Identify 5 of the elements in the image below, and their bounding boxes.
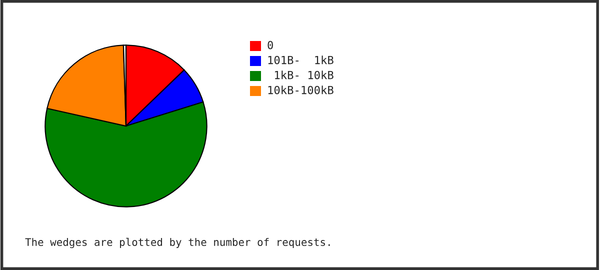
legend-label: 10kB-100kB: [268, 86, 334, 94]
legend-label: 101B- 1kB: [268, 56, 334, 64]
legend-label: 1kB- 10kB: [275, 70, 334, 80]
text: The wedges are plotted by the number of requests.: [25, 238, 330, 248]
legend-label: 0: [268, 40, 273, 50]
